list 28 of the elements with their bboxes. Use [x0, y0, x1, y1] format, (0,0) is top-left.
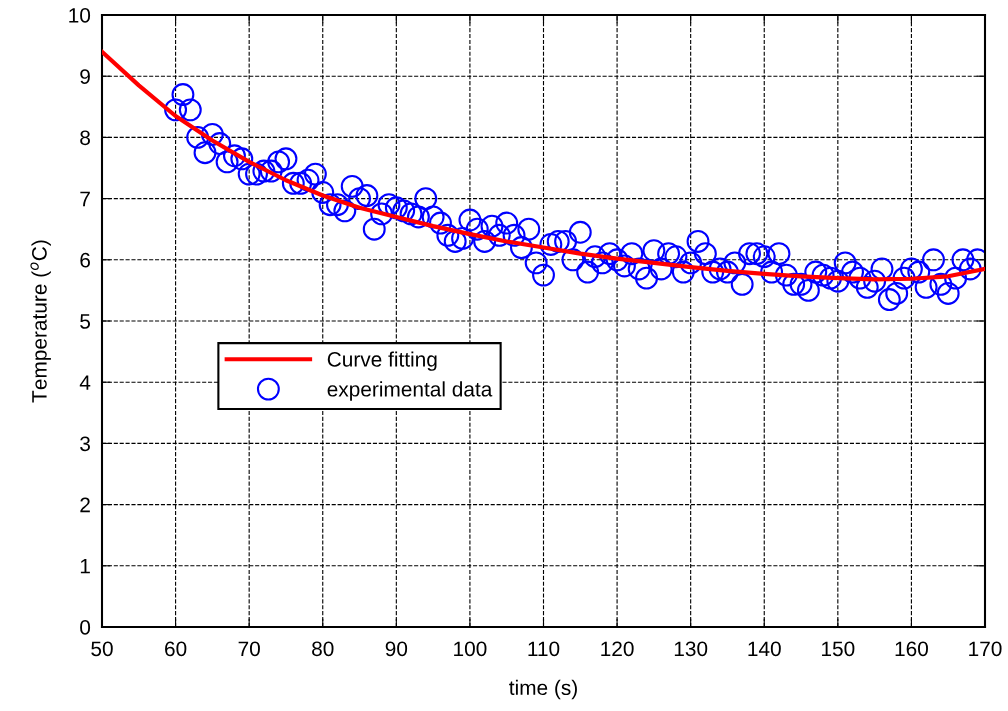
x-tick-label: 60 [165, 641, 187, 657]
y-tick-label: 6 [80, 252, 90, 268]
x-axis-title: time (s) [509, 679, 577, 700]
y-tick-label: 8 [80, 130, 90, 146]
x-tick-label: 160 [895, 641, 928, 657]
y-tick-label: 0 [80, 620, 91, 635]
x-tick-label: 130 [674, 641, 708, 657]
y-tick-label: 1 [80, 559, 90, 574]
y-axis-title: Temperature ($^{o}$C) [30, 240, 51, 403]
x-tick-label: 170 [969, 641, 1002, 657]
y-tick-label: 2 [80, 497, 90, 513]
y-tick-label: 5 [80, 314, 91, 329]
x-tick-label: 120 [601, 641, 634, 657]
legend-label: Curve fitting [327, 351, 437, 371]
y-tick-label: 10 [69, 8, 91, 23]
x-tick-label: 150 [822, 641, 855, 657]
x-tick-label: 100 [454, 641, 487, 657]
x-tick-label: 50 [91, 641, 113, 657]
y-tick-label: 3 [80, 436, 90, 452]
x-tick-label: 80 [312, 641, 334, 657]
x-tick-label: 70 [238, 641, 260, 657]
legend-label: experimental data [327, 381, 493, 401]
x-tick-label: 110 [528, 641, 560, 657]
x-tick-label: 90 [385, 641, 408, 657]
x-tick-label: 140 [748, 641, 781, 657]
y-tick-label: 9 [80, 69, 90, 84]
y-tick-label: 4 [79, 375, 91, 390]
y-tick-label: 7 [80, 191, 90, 207]
